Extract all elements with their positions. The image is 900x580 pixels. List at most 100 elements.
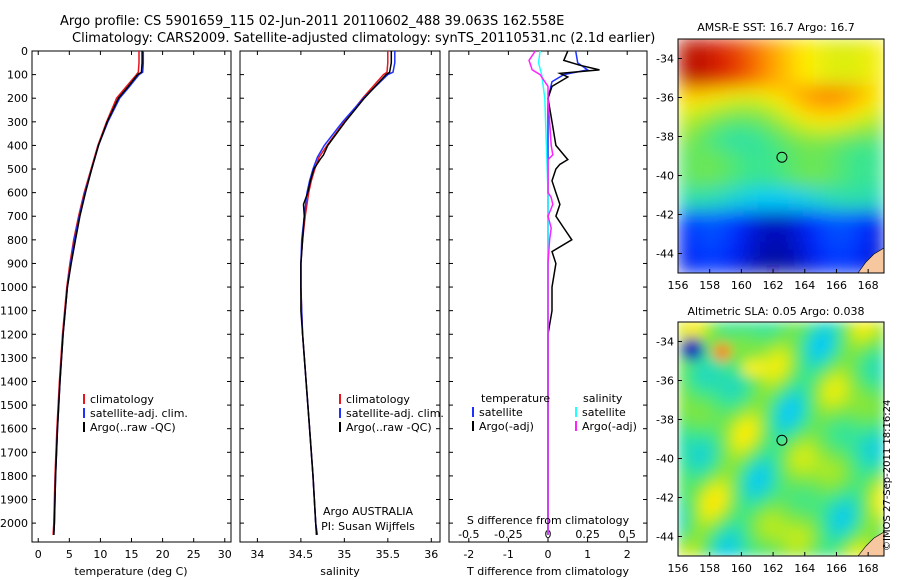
heatmap-cell — [868, 462, 877, 471]
heatmap-cell — [733, 501, 742, 510]
heatmap-cell — [701, 101, 711, 110]
heatmap-cell — [693, 501, 703, 510]
heatmap-cell — [733, 532, 742, 541]
heatmap-cell — [860, 368, 869, 378]
heatmap-cell — [773, 400, 782, 409]
heatmap-cell — [796, 218, 806, 227]
heatmap-cell — [781, 39, 790, 48]
heatmap-cell — [788, 241, 798, 251]
heatmap-cell — [876, 431, 884, 440]
heatmap-cell — [717, 234, 727, 243]
heatmap-cell — [836, 361, 845, 370]
heatmap-cell — [876, 353, 884, 362]
heatmap-cell — [717, 101, 727, 110]
heatmap-cell — [773, 241, 782, 251]
heatmap-cell — [773, 454, 782, 463]
heatmap-cell — [749, 163, 758, 173]
heatmap-cell — [812, 439, 822, 448]
heatmap-cell — [804, 46, 814, 56]
heatmap-cell — [788, 195, 798, 204]
map-lon-tick-label: 160 — [731, 279, 752, 292]
heatmap-cell — [860, 132, 869, 141]
heatmap-cell — [757, 124, 766, 134]
heatmap-cell — [844, 78, 853, 87]
heatmap-cell — [749, 132, 758, 141]
heatmap-cell — [725, 384, 734, 393]
heatmap-cell — [860, 478, 869, 487]
heatmap-cell — [741, 392, 750, 401]
heatmap-cell — [717, 384, 727, 393]
heatmap-cell — [693, 163, 703, 173]
heatmap-cell — [685, 423, 695, 432]
heatmap-cell — [709, 400, 719, 409]
salinity-panel: 34 34.5 35 35.5 36 salinity climatologysatel… — [239, 50, 444, 578]
depth-tick-label: 1400 — [0, 375, 28, 388]
heatmap-cell — [701, 446, 711, 456]
heatmap-cell — [765, 195, 774, 204]
heatmap-cell — [725, 109, 734, 118]
heatmap-cell — [678, 202, 687, 212]
heatmap-cell — [836, 353, 845, 362]
heatmap-cell — [741, 470, 750, 479]
temperature-tick-label: 10 — [93, 548, 107, 561]
heatmap-cell — [749, 439, 758, 448]
heatmap-cell — [765, 117, 774, 126]
heatmap-cell — [749, 226, 758, 235]
heatmap-cell — [820, 376, 830, 385]
heatmap-cell — [820, 540, 830, 549]
heatmap-cell — [844, 234, 853, 243]
heatmap-cell — [860, 249, 869, 258]
heatmap-cell — [733, 85, 742, 95]
heatmap-cell — [812, 46, 822, 56]
heatmap-cell — [828, 337, 837, 346]
heatmap-cell — [860, 179, 869, 188]
depth-tick-label: 2000 — [0, 517, 28, 530]
heatmap-cell — [709, 501, 719, 510]
heatmap-cell — [741, 218, 750, 227]
depth-tick-label: 700 — [7, 210, 28, 223]
heatmap-cell — [844, 548, 853, 556]
heatmap-cell — [796, 210, 806, 219]
heatmap-cell — [852, 384, 861, 393]
heatmap-cell — [693, 392, 703, 401]
heatmap-cell — [757, 109, 766, 118]
heatmap-cell — [844, 415, 853, 424]
salinity-tick-label: 34.5 — [289, 548, 314, 561]
heatmap-cell — [725, 524, 734, 534]
heatmap-cell — [860, 517, 869, 526]
heatmap-cell — [765, 532, 774, 541]
heatmap-cell — [836, 415, 845, 424]
heatmap-cell — [773, 509, 782, 518]
heatmap-cell — [828, 187, 837, 196]
heatmap-cell — [733, 265, 742, 273]
heatmap-cell — [709, 361, 719, 370]
heatmap-cell — [701, 462, 711, 471]
heatmap-cell — [868, 148, 877, 157]
heatmap-cell — [701, 361, 711, 370]
heatmap-cell — [701, 62, 711, 71]
heatmap-cell — [757, 249, 766, 258]
heatmap-cell — [709, 509, 719, 518]
heatmap-cell — [852, 524, 861, 534]
heatmap-cell — [820, 454, 830, 463]
heatmap-cell — [709, 493, 719, 502]
heatmap-cell — [701, 532, 711, 541]
heatmap-cell — [725, 501, 734, 510]
heatmap-cell — [717, 524, 727, 534]
heatmap-cell — [717, 39, 727, 48]
heatmap-cell — [678, 39, 687, 48]
heatmap-cell — [701, 392, 711, 401]
heatmap-cell — [749, 39, 758, 48]
heatmap-cell — [709, 470, 719, 479]
heatmap-cell — [678, 501, 687, 510]
depth-tick-label: 300 — [7, 116, 28, 129]
heatmap-cell — [820, 265, 830, 273]
heatmap-cell — [860, 39, 869, 48]
heatmap-cell — [852, 54, 861, 63]
heatmap-cell — [788, 322, 798, 331]
heatmap-cell — [773, 257, 782, 266]
sst-heatmap — [678, 39, 884, 273]
heatmap-cell — [844, 446, 853, 456]
heatmap-cell — [876, 478, 884, 487]
map-lat-tick-label: -40 — [656, 170, 674, 183]
